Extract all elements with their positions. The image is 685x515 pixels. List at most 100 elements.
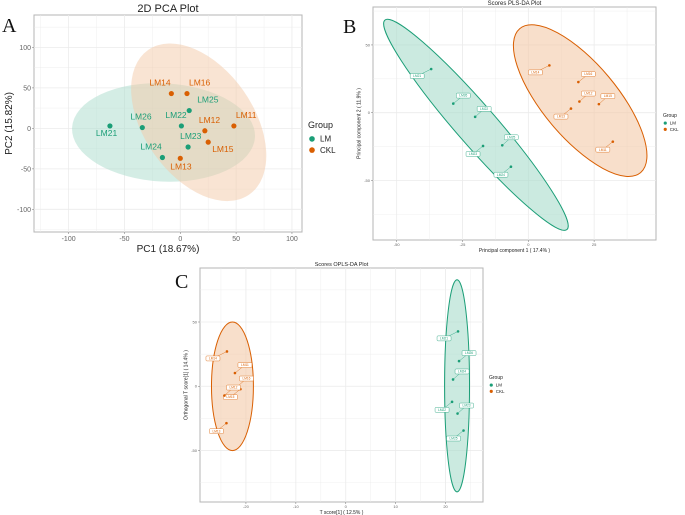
label-box xyxy=(436,335,452,342)
panel-letter: B xyxy=(343,16,356,38)
data-point-ckl xyxy=(168,90,174,97)
point-label: LM21 xyxy=(440,336,448,340)
x-tick-label: 0 xyxy=(345,504,348,509)
legend-marker-ckl xyxy=(309,147,315,153)
data-point-ckl xyxy=(548,64,551,67)
point-label: LM13 xyxy=(212,429,220,433)
label-box xyxy=(581,90,596,97)
x-tick-label: -50 xyxy=(119,236,129,243)
data-point-ckl xyxy=(225,421,228,425)
point-label: LM25 xyxy=(197,95,219,105)
data-point-ckl xyxy=(578,100,581,103)
label-box xyxy=(465,151,481,157)
label-box xyxy=(600,93,616,99)
x-tick-label: -100 xyxy=(62,236,76,243)
data-point-ckl xyxy=(205,139,211,145)
x-tick-label: 25 xyxy=(592,242,597,247)
y-tick-label: 0 xyxy=(195,384,198,389)
label-box xyxy=(226,384,241,391)
point-label: LM11 xyxy=(236,110,257,120)
data-point-ckl xyxy=(597,102,601,106)
point-label: LM11 xyxy=(241,363,249,367)
data-point-lm xyxy=(456,412,459,415)
confidence-ellipse-lm xyxy=(444,279,471,493)
point-label: LM23 xyxy=(469,152,477,156)
x-tick-label: -20 xyxy=(243,504,250,509)
data-point-lm xyxy=(139,124,145,131)
label-box xyxy=(223,394,238,400)
legend-marker-lm xyxy=(663,121,667,125)
point-label: LM12 xyxy=(229,386,237,390)
point-label: LM12 xyxy=(584,92,592,96)
data-point-lm xyxy=(451,102,455,105)
y-tick-label: -50 xyxy=(364,178,371,183)
chart-panel-a: -100 -50 0 50 100 -100 -50 0 50 100 2D PCA Plot PC1… xyxy=(2,3,336,255)
label-box xyxy=(239,375,254,382)
point-label: LM21 xyxy=(96,128,118,138)
label-box xyxy=(459,402,474,409)
y-axis-title: Principal component 2 ( 11.9% ) xyxy=(357,88,363,159)
panel-letter: A xyxy=(2,15,17,37)
data-point-lm xyxy=(481,144,485,148)
label-box xyxy=(595,146,611,153)
label-box xyxy=(409,73,425,79)
data-point-lm xyxy=(178,123,184,129)
x-tick-label: 10 xyxy=(393,504,398,509)
data-point-lm xyxy=(185,144,191,150)
point-label: LM25 xyxy=(507,135,515,139)
confidence-ellipse-ckl xyxy=(131,43,267,202)
legend-marker-ckl xyxy=(489,389,493,393)
data-point-ckl xyxy=(233,371,237,375)
x-axis-title: Principal component 1 ( 17.4% ) xyxy=(479,248,550,254)
data-point-ckl xyxy=(231,123,237,129)
y-tick-label: -100 xyxy=(17,207,31,214)
label-box xyxy=(461,350,477,356)
legend-marker-ckl xyxy=(663,127,667,131)
data-point-ckl xyxy=(177,155,183,161)
y-tick-label: 0 xyxy=(368,110,371,115)
data-point-lm xyxy=(450,400,454,404)
point-label: LM26 xyxy=(465,351,473,355)
data-point-lm xyxy=(186,107,192,114)
label-box xyxy=(493,172,509,178)
chart-title: 2D PCA Plot xyxy=(137,3,198,15)
y-axis-title: Orthogonal T score[1] ( 14.4% ) xyxy=(184,350,190,420)
data-point-lm xyxy=(159,154,166,161)
label-box xyxy=(456,92,471,99)
point-label: LM12 xyxy=(199,115,221,125)
legend-label-lm: LM xyxy=(496,383,503,388)
y-tick-label: 100 xyxy=(19,45,31,52)
data-point-ckl xyxy=(223,394,226,397)
x-tick-label: -50 xyxy=(394,242,401,247)
chart-panel-c: -20 -10 0 10 20 -50 0 50 Scores OPLS-DA Plot T sc… xyxy=(175,262,505,515)
point-label: LM13 xyxy=(557,115,565,119)
label-box xyxy=(205,355,221,362)
label-box xyxy=(237,362,253,368)
data-point-ckl xyxy=(577,80,580,84)
point-label: LM24 xyxy=(497,173,505,177)
label-box xyxy=(446,435,461,442)
legend-label-lm: LM xyxy=(320,135,331,144)
point-label: LM24 xyxy=(458,370,466,374)
point-label: LM22 xyxy=(438,408,446,412)
chart-panel-b: -50 -25 0 25 -50 0 50 Scores PLS-DA Plot Princip… xyxy=(343,1,679,254)
point-label: LM14 xyxy=(531,70,539,74)
point-label: LM16 xyxy=(242,377,250,381)
y-tick-label: -50 xyxy=(21,166,31,173)
point-label: LM15 xyxy=(212,144,234,154)
x-axis-title: T score[1] ( 12.5% ) xyxy=(320,510,364,515)
point-label: LM23 xyxy=(463,404,471,408)
x-tick-label: 50 xyxy=(232,236,240,243)
point-label: LM15 xyxy=(604,94,612,98)
x-axis-title: PC1 (18.67%) xyxy=(137,244,200,255)
x-tick-label: -25 xyxy=(460,242,467,247)
x-tick-label: 0 xyxy=(178,236,182,243)
data-point-lm xyxy=(107,123,113,129)
data-point-lm xyxy=(500,144,504,147)
label-box xyxy=(454,368,470,375)
legend: Group LM CKL xyxy=(308,120,336,155)
legend-label-ckl: CKL xyxy=(496,389,505,394)
legend-title: Group xyxy=(489,375,503,381)
point-label: LM16 xyxy=(189,78,211,88)
data-point-ckl xyxy=(184,90,190,97)
